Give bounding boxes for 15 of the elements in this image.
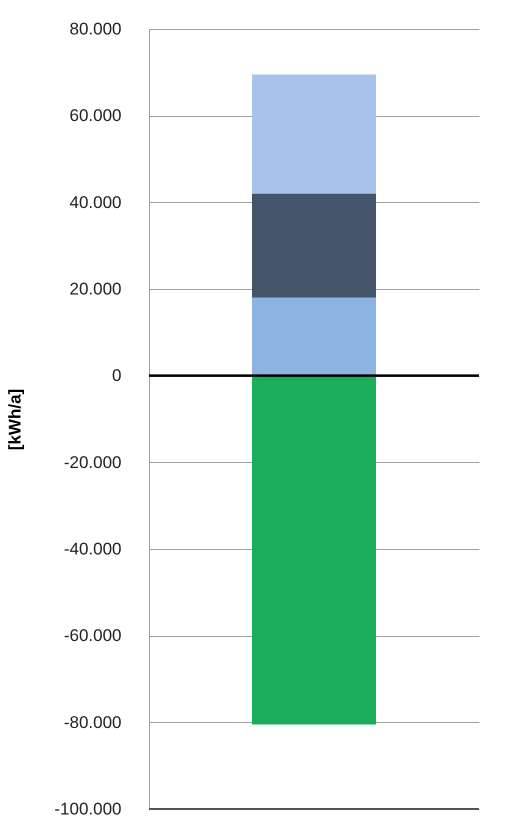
bar xyxy=(252,298,376,376)
bar xyxy=(252,74,376,194)
y-tick-label: 60.000 xyxy=(70,106,122,126)
y-tick-label: 40.000 xyxy=(70,192,122,212)
y-axis-title: [kWh/a] xyxy=(5,388,24,450)
y-tick-label: 0 xyxy=(112,366,122,386)
y-tick-label: -100.000 xyxy=(54,800,122,818)
y-tick-label: -80.000 xyxy=(64,712,122,732)
y-tick-label: -60.000 xyxy=(64,626,122,646)
y-tick-label: 80.000 xyxy=(70,20,122,38)
y-tick-label: -40.000 xyxy=(64,540,122,558)
bar xyxy=(252,376,376,724)
y-tick-label: -20.000 xyxy=(64,452,122,472)
bar xyxy=(252,194,376,298)
y-tick-label: 20.000 xyxy=(70,280,122,298)
